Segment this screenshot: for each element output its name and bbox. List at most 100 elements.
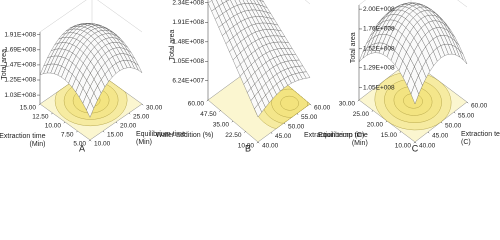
y-tick-label: 45.00	[275, 133, 292, 140]
y-tick-label: 60.00	[314, 105, 331, 112]
y-tick	[102, 130, 105, 133]
z-tick-label: 1.52E+008	[363, 46, 395, 53]
x-tick-label: 12.50	[32, 114, 49, 121]
y-tick	[453, 111, 456, 114]
surface-mesh	[39, 23, 143, 118]
z-tick-label: 1.05E+008	[363, 84, 395, 91]
surface-cell	[410, 83, 419, 105]
y-tick	[128, 112, 131, 115]
axis-label-line: Extraction temp (C)	[304, 132, 364, 139]
z-tick-label: 2.34E+008	[172, 0, 204, 6]
x-tick	[385, 120, 388, 123]
x-tick	[231, 120, 234, 123]
y-tick-label: 50.00	[445, 123, 462, 130]
z-tick-label: 1.91E+008	[172, 19, 204, 26]
x-tick	[51, 112, 53, 115]
axis-label-line: Extraction temp	[461, 131, 500, 138]
y-axis-label: Extraction temp(C)	[461, 131, 500, 146]
x-tick-label: 15.00	[381, 132, 398, 139]
panel-label: A	[79, 143, 85, 153]
axis-label-line: (Min)	[136, 139, 152, 146]
z-tick-label: 1.91E+008	[4, 31, 36, 38]
z-axis-label: Total area	[169, 30, 176, 61]
x-tick	[399, 131, 402, 133]
surface-cell	[86, 100, 94, 118]
z-tick-label: 1.76E+008	[363, 26, 395, 33]
x-axis-label: Extraction time (Min)	[0, 133, 46, 148]
x-axis-label: Equilibrium time (Min)	[318, 132, 368, 147]
x-axis-label: Water addition (%)	[156, 132, 214, 139]
x-tick-label: 15.00	[20, 105, 37, 112]
box-edge	[39, 0, 143, 33]
x-tick-label: 10.00	[395, 143, 412, 150]
x-tick-label: 60.00	[188, 101, 205, 108]
panel-label: C	[412, 143, 419, 153]
x-tick-label: 20.00	[367, 122, 384, 129]
x-tick-label: 10.00	[45, 123, 62, 130]
y-tick-label: 55.00	[458, 113, 475, 120]
x-tick-label: 22.50	[225, 132, 242, 139]
z-tick-label: 1.48E+008	[172, 39, 204, 46]
x-tick	[371, 110, 374, 112]
y-tick	[440, 121, 443, 124]
z-axis-label: Total area	[1, 49, 8, 80]
x-tick-label: 35.00	[213, 122, 230, 129]
y-tick-label: 55.00	[301, 114, 318, 121]
y-tick-label: 40.00	[262, 143, 279, 150]
y-tick-label: 15.00	[107, 132, 124, 139]
z-tick-label: 1.29E+008	[363, 65, 395, 72]
y-tick	[115, 121, 118, 124]
x-tick	[244, 131, 246, 133]
axis-label-line: Extraction time	[0, 133, 46, 140]
y-axis-label: Equilibrium time (Min)	[136, 131, 186, 146]
x-tick	[413, 141, 416, 144]
z-tick-label: 1.69E+008	[4, 47, 36, 54]
surface-mesh	[358, 2, 468, 105]
axis-label-line: Water addition (%)	[156, 132, 214, 139]
y-tick	[257, 141, 260, 144]
x-tick-label: 25.00	[353, 111, 370, 118]
y-tick	[283, 122, 286, 125]
x-tick	[63, 121, 66, 124]
figure: 1.91E+008 1.69E+008 1.47E+008 1.25E+008 1.03…	[0, 0, 500, 153]
y-tick-label: 50.00	[288, 124, 305, 131]
y-tick-label: 20.00	[120, 123, 137, 130]
x-tick-label: 47.50	[200, 111, 217, 118]
y-tick	[296, 113, 299, 115]
y-tick-label: 60.00	[471, 103, 488, 110]
y-tick-label: 10.00	[94, 141, 111, 148]
x-tick-label: 10.00	[238, 143, 255, 150]
x-tick	[38, 103, 41, 106]
y-tick	[270, 132, 273, 134]
x-tick-label: 30.00	[339, 101, 356, 108]
z-tick-label: 2.00E+008	[363, 6, 395, 13]
z-tick-label: 1.03E+008	[4, 92, 36, 99]
x-tick-label: 5.00	[73, 141, 86, 148]
x-tick	[76, 130, 78, 133]
floor-contour	[280, 95, 299, 111]
axis-label-line: (C)	[461, 139, 471, 146]
surface-mesh	[207, 0, 311, 118]
z-axis-label: Total area	[350, 32, 357, 63]
y-tick	[309, 103, 312, 106]
axis-label-line: (Min)	[30, 141, 46, 148]
y-tick-label: 30.00	[146, 105, 163, 112]
y-axis-label: Extraction temp (C)	[304, 132, 364, 139]
z-tick-label: 1.47E+008	[4, 62, 36, 69]
axis-label-line: Equilibrium time	[318, 132, 368, 139]
surface-cell	[254, 103, 262, 118]
x-tick	[206, 99, 209, 102]
z-tick-label: 1.25E+008	[4, 77, 36, 84]
x-tick	[256, 141, 259, 144]
x-tick	[88, 139, 91, 142]
y-tick	[89, 139, 92, 142]
y-tick-label: 45.00	[432, 133, 449, 140]
y-tick-label: 40.00	[419, 143, 436, 150]
x-tick-label: 7.50	[61, 132, 74, 139]
y-tick-label: 25.00	[133, 114, 150, 121]
z-tick-label: 6.24E+007	[172, 77, 204, 84]
z-tick-label: 1.05E+008	[172, 58, 204, 65]
axis-label-line: Equilibrium time	[136, 131, 186, 138]
axis-label-line: (Min)	[352, 140, 368, 147]
x-tick	[357, 99, 360, 102]
